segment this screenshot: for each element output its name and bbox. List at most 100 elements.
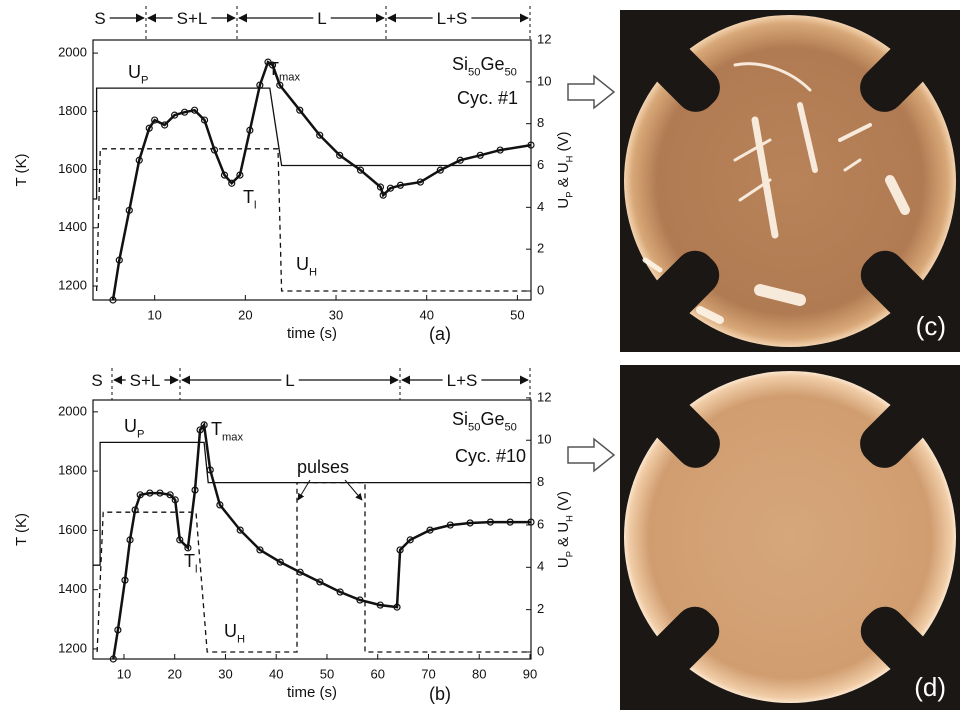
image-c: (c) (620, 10, 960, 352)
x-tick-label: 30 (218, 666, 232, 681)
text-part: U (128, 62, 141, 82)
text-part: & U (555, 522, 572, 551)
y2-tick-label: 0 (537, 282, 544, 297)
page: (c) (d) 10203040501200140016001800200002… (0, 0, 960, 720)
x-tick-label: 70 (421, 666, 435, 681)
text-part: Si (452, 409, 468, 429)
text-part: Cyc. #10 (455, 446, 526, 466)
x-tick-label: 30 (329, 307, 343, 322)
text-part: T (243, 187, 254, 207)
annotation: Si50Ge50 (452, 409, 517, 433)
x-tick-label: 20 (238, 307, 252, 322)
plot-frame (93, 400, 531, 659)
phase-label: S+L (177, 9, 208, 28)
y-tick-label: 1400 (58, 581, 87, 596)
text-part: pulses (297, 457, 349, 477)
panel-label: (b) (429, 684, 451, 704)
text-part: U (555, 198, 572, 209)
subscript: 50 (504, 421, 516, 433)
x-axis-label: time (s) (287, 684, 337, 701)
y-tick-label: 1200 (58, 640, 87, 655)
arrow (568, 439, 614, 471)
y2-tick-label: 10 (537, 432, 551, 447)
phase-label: L+S (437, 9, 468, 28)
x-tick-label: 20 (167, 666, 181, 681)
text-part: Ge (480, 409, 504, 429)
text-part: T (211, 419, 222, 439)
y-tick-label: 1600 (58, 522, 87, 537)
annotation: Cyc. #10 (455, 446, 526, 466)
subscript: 50 (468, 66, 480, 78)
subscript: max (279, 71, 300, 83)
y2-tick-label: 8 (537, 474, 544, 489)
subscript: P (137, 428, 144, 440)
phase-label: S (91, 371, 102, 390)
text-part: (V) (555, 131, 572, 155)
y-tick-label: 1800 (58, 103, 87, 118)
text-part: (V) (555, 491, 572, 515)
phase-label: L (285, 371, 294, 390)
text-part: Ge (480, 54, 504, 74)
text-part: & U (555, 162, 572, 191)
x-tick-label: 50 (510, 307, 524, 322)
y2-tick-label: 4 (537, 199, 544, 214)
text-part: Si (452, 54, 468, 74)
y2-axis-label: UP & UH (V) (555, 131, 575, 208)
x-tick-label: 80 (472, 666, 486, 681)
y2-tick-label: 12 (537, 389, 551, 404)
text-part: U (124, 416, 137, 436)
text-part: Cyc. #1 (457, 88, 518, 108)
figure: (c) (d) 10203040501200140016001800200002… (0, 0, 960, 720)
y-tick-label: 2000 (58, 403, 87, 418)
y2-tick-label: 8 (537, 115, 544, 130)
annotation: UP (128, 62, 148, 86)
y-tick-label: 1800 (58, 463, 87, 478)
arrow (568, 76, 614, 108)
x-tick-label: 50 (320, 666, 334, 681)
phase-label: L (317, 9, 326, 28)
subscript: max (222, 431, 243, 443)
annotation: UH (224, 621, 245, 645)
annotation: UP (124, 416, 144, 440)
y2-tick-label: 4 (537, 559, 544, 574)
phase-label: S+L (130, 371, 161, 390)
plot-frame (93, 40, 531, 300)
y2-tick-label: 0 (537, 643, 544, 658)
annotation: Tmax (268, 59, 300, 83)
annotation: UH (296, 254, 317, 278)
x-axis-label: time (s) (287, 325, 337, 342)
subscript: H (309, 266, 317, 278)
subscript: 50 (468, 421, 480, 433)
text-part: T (268, 59, 279, 79)
y-tick-label: 1600 (58, 161, 87, 176)
x-tick-label: 10 (147, 307, 161, 322)
y-tick-label: 1200 (58, 277, 87, 292)
annotation: Tmax (211, 419, 243, 443)
annotation: pulses (297, 457, 349, 477)
y2-tick-label: 6 (537, 157, 544, 172)
text-part: U (296, 254, 309, 274)
subscript: P (141, 74, 148, 86)
chart: 102030405012001400160018002000024681012t… (13, 6, 575, 344)
subscript: H (237, 633, 245, 645)
y-tick-label: 2000 (58, 45, 87, 60)
subscript: l (254, 199, 256, 211)
y-axis-label: T (K) (13, 513, 30, 546)
y2-tick-label: 2 (537, 601, 544, 616)
y2-tick-label: 2 (537, 241, 544, 256)
panel-label: (a) (429, 324, 451, 344)
y-axis-label: T (K) (13, 153, 30, 186)
y2-tick-label: 6 (537, 516, 544, 531)
image-d: (d) (620, 365, 960, 710)
x-tick-label: 10 (117, 666, 131, 681)
annotation: Tl (243, 187, 256, 211)
y2-tick-label: 10 (537, 73, 551, 88)
text-part: U (224, 621, 237, 641)
annotation: Cyc. #1 (457, 88, 518, 108)
text-part: T (184, 551, 195, 571)
phase-label: L+S (447, 371, 478, 390)
phase-label: S (94, 9, 105, 28)
y-tick-label: 1400 (58, 219, 87, 234)
annotation: Tl (184, 551, 197, 575)
